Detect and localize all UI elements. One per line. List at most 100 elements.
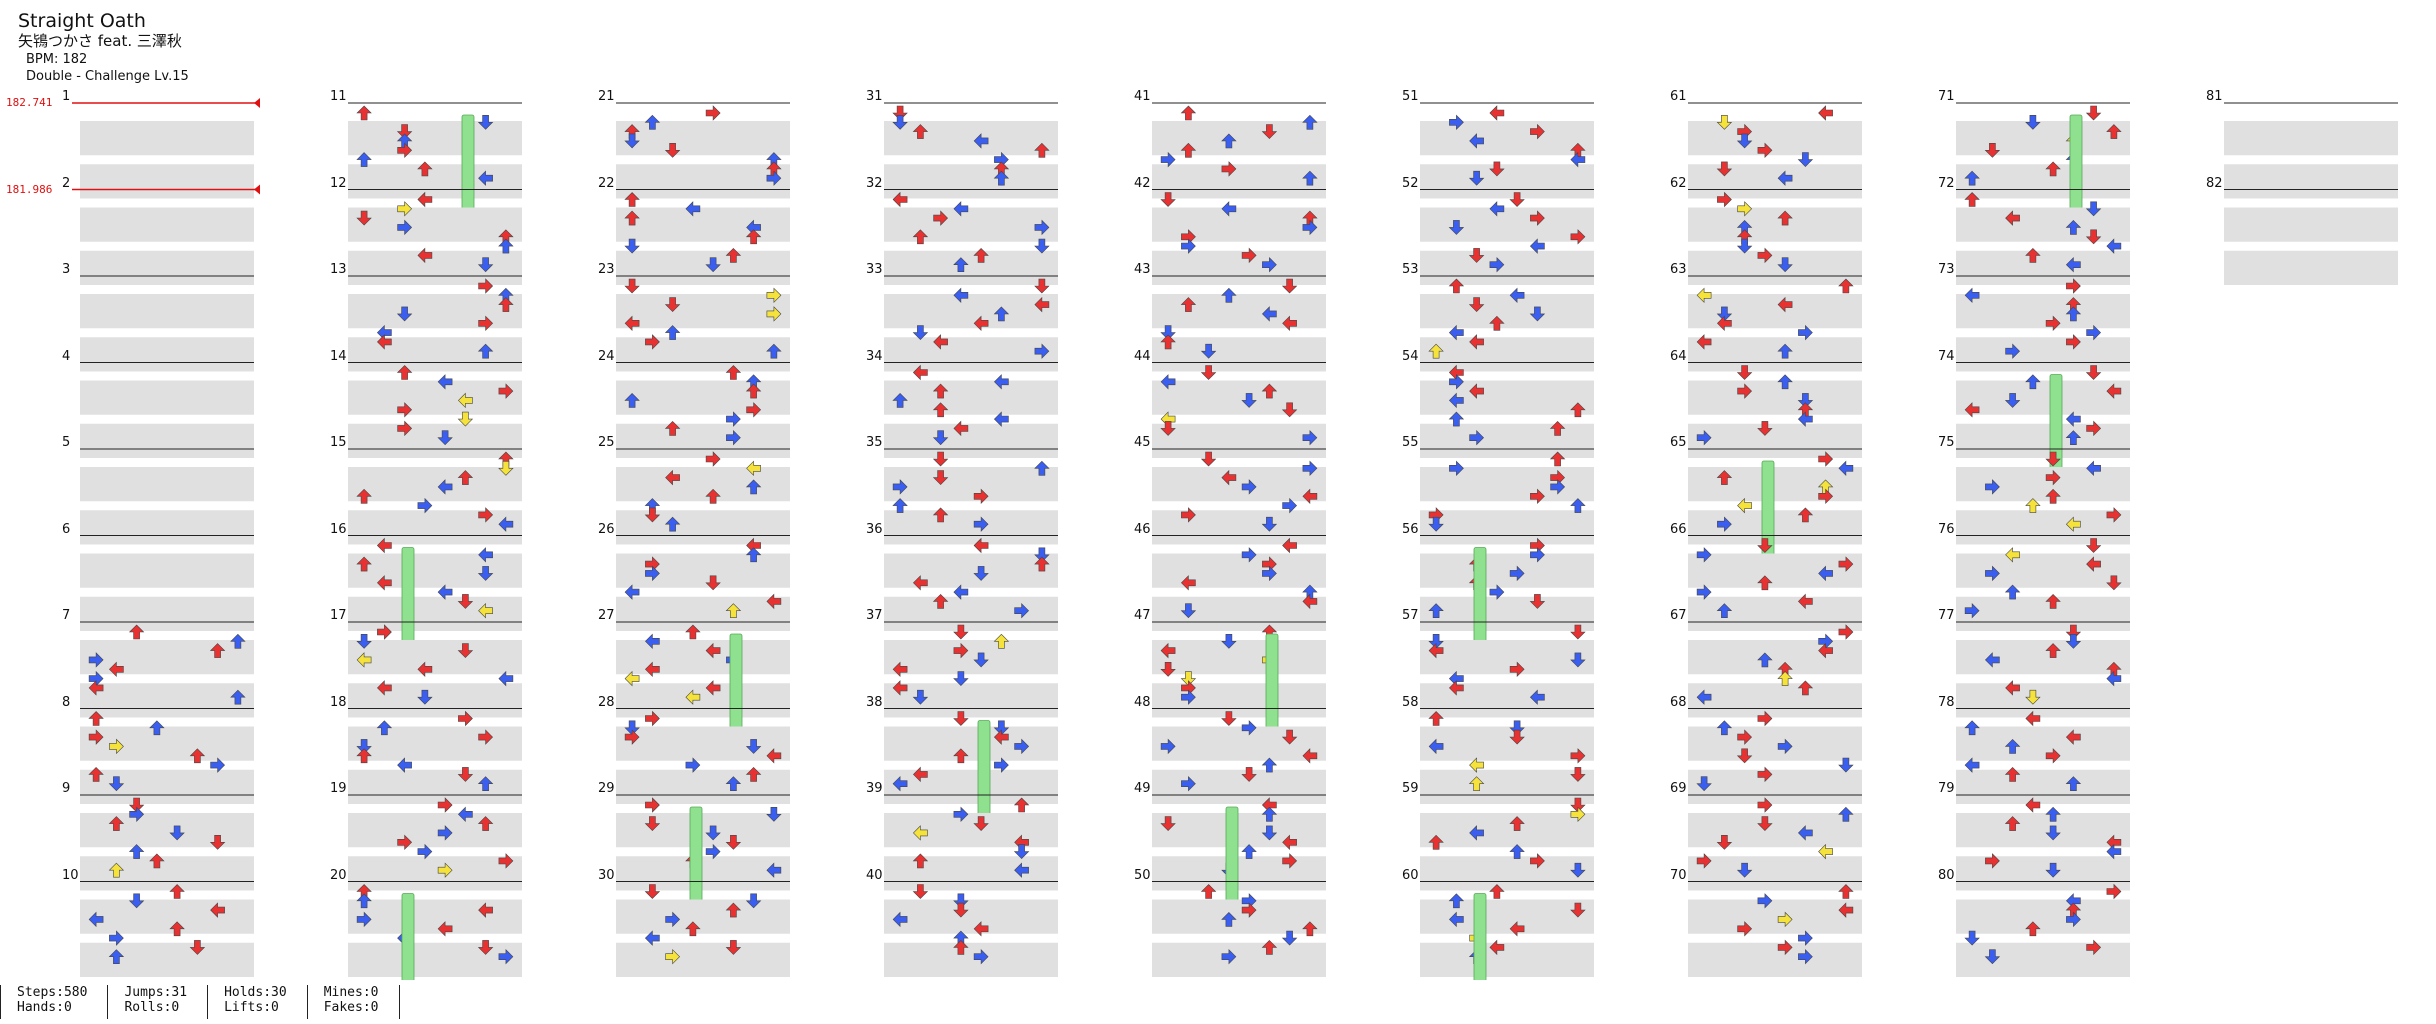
lane-stripe (1688, 394, 1862, 415)
right-arrow-icon (437, 862, 453, 878)
down-arrow-icon (1160, 816, 1176, 832)
left-arrow-icon (766, 593, 782, 610)
right-arrow-icon (705, 451, 721, 467)
left-arrow-icon (1034, 296, 1050, 313)
up-arrow-icon (396, 365, 413, 380)
lane-stripe (884, 567, 1058, 588)
right-arrow-icon (892, 479, 908, 495)
right-arrow-icon (1530, 488, 1545, 505)
left-arrow-icon (746, 460, 761, 477)
left-arrow-icon (953, 420, 969, 437)
measure-number: 56 (1402, 521, 1419, 537)
lane-stripe (2224, 135, 2398, 156)
up-arrow-icon (892, 498, 908, 513)
down-arrow-icon (644, 884, 661, 899)
down-arrow-icon (169, 825, 185, 841)
right-arrow-icon (1262, 256, 1277, 273)
measure-number: 73 (1938, 262, 1955, 277)
left-arrow-icon (644, 930, 660, 946)
down-arrow-icon (2085, 201, 2102, 217)
right-arrow-icon (437, 797, 453, 813)
lane-stripe (1688, 135, 1862, 156)
lane-stripe (80, 870, 254, 891)
down-arrow-icon (1570, 797, 1586, 813)
lane-stripe (348, 827, 522, 848)
left-arrow-icon (478, 170, 493, 186)
right-arrow-icon (210, 757, 226, 773)
down-arrow-icon (1221, 633, 1237, 649)
right-arrow-icon (1302, 460, 1318, 477)
up-arrow-icon (912, 124, 929, 139)
up-arrow-icon (128, 844, 145, 859)
lane-stripe (1152, 481, 1326, 502)
measure-number: 8 (62, 694, 71, 710)
left-arrow-icon (973, 537, 989, 554)
down-arrow-icon (1984, 949, 2001, 965)
measure-number: 77 (1938, 608, 1955, 623)
left-arrow-icon (2106, 238, 2122, 254)
stat-hands: Hands:0 (17, 1000, 72, 1015)
left-arrow-icon (2086, 556, 2101, 572)
stat-col-jumps: Jumps:31 Rolls:0 (107, 985, 207, 1019)
left-arrow-icon (1448, 911, 1464, 928)
measure-number: 22 (598, 175, 615, 191)
right-arrow-icon (1221, 161, 1237, 177)
lane-stripe (884, 178, 1058, 199)
up-arrow-icon (356, 893, 372, 909)
measure-number: 45 (1134, 435, 1151, 450)
measure-number: 38 (866, 694, 883, 710)
left-arrow-icon (1529, 689, 1545, 705)
left-arrow-icon (2065, 411, 2081, 427)
lane-stripe (1688, 870, 1862, 891)
down-arrow-icon (953, 671, 969, 687)
lane-stripe (884, 221, 1058, 242)
up-arrow-icon (993, 306, 1010, 322)
up-arrow-icon (1448, 893, 1465, 909)
song-bpm: BPM: 182 (26, 52, 88, 67)
measure-number: 52 (1402, 175, 1419, 191)
measure-number: 7 (62, 608, 71, 623)
right-arrow-icon (624, 729, 640, 745)
right-arrow-icon (1489, 584, 1505, 600)
right-arrow-icon (1838, 624, 1854, 640)
lane-stripe (348, 481, 522, 502)
measure-number: 9 (62, 781, 71, 796)
up-arrow-icon (1964, 720, 1980, 736)
lane-stripe (1152, 308, 1326, 329)
measure-number: 16 (330, 521, 347, 537)
lane-stripe (1956, 611, 2130, 631)
measure-number: 27 (598, 608, 615, 623)
measure-number: 39 (866, 781, 883, 796)
measure-number: 12 (330, 175, 347, 191)
down-arrow-icon (2045, 451, 2061, 467)
left-arrow-icon (1964, 287, 1980, 304)
down-arrow-icon (1160, 192, 1176, 207)
lane-stripe (616, 784, 790, 804)
down-arrow-icon (477, 940, 494, 955)
up-arrow-icon (1013, 797, 1030, 813)
down-arrow-icon (1013, 844, 1030, 860)
right-arrow-icon (1181, 689, 1196, 705)
up-arrow-icon (725, 365, 742, 380)
up-arrow-icon (1261, 757, 1278, 773)
measure-number: 19 (330, 781, 347, 796)
lane-stripe (348, 654, 522, 675)
down-arrow-icon (1160, 421, 1176, 436)
right-arrow-icon (1757, 710, 1773, 727)
measure-number: 49 (1134, 781, 1151, 796)
up-arrow-icon (169, 884, 185, 899)
up-arrow-icon (1302, 921, 1318, 937)
right-arrow-icon (2045, 315, 2061, 332)
down-arrow-icon (1736, 238, 1753, 254)
left-arrow-icon (2025, 710, 2041, 727)
right-arrow-icon (705, 843, 721, 860)
up-arrow-icon (1221, 911, 1237, 927)
up-arrow-icon (356, 556, 372, 572)
lane-stripe (884, 524, 1058, 545)
up-arrow-icon (2004, 766, 2021, 782)
lane-stripe (1152, 438, 1326, 458)
up-arrow-icon (664, 420, 681, 436)
measure-number: 26 (598, 521, 615, 537)
left-arrow-icon (1469, 383, 1484, 399)
right-arrow-icon (397, 834, 413, 851)
